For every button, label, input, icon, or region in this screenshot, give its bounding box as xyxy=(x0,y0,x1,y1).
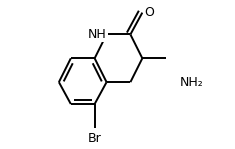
Text: Br: Br xyxy=(88,132,102,145)
Text: NH₂: NH₂ xyxy=(180,76,204,89)
Text: NH: NH xyxy=(88,28,107,41)
Text: O: O xyxy=(144,6,154,19)
